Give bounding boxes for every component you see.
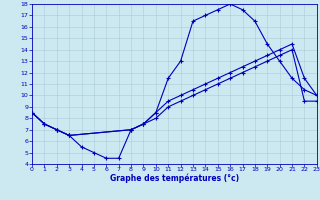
X-axis label: Graphe des températures (°c): Graphe des températures (°c) — [110, 174, 239, 183]
